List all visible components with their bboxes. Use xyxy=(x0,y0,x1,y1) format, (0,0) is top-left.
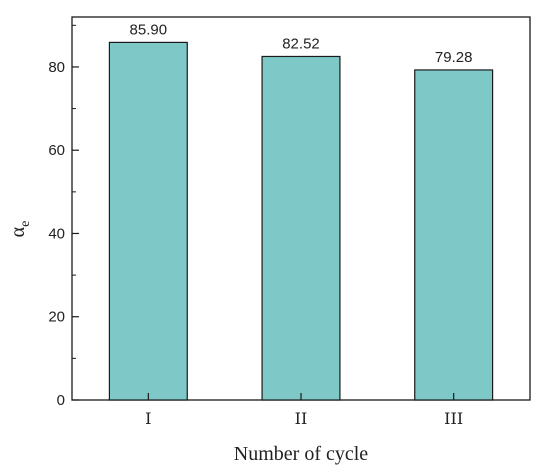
y-tick-label: 0 xyxy=(57,392,65,409)
bar xyxy=(414,69,494,401)
x-axis: I II III xyxy=(145,393,463,428)
bar-value-label: 82.52 xyxy=(282,35,320,52)
y-axis-title-subscript: e xyxy=(18,221,33,227)
x-axis-title: Number of cycle xyxy=(234,443,369,465)
y-axis: 0 20 40 60 80 xyxy=(48,24,79,409)
y-tick-label: 80 xyxy=(48,59,65,76)
y-tick-label: 40 xyxy=(48,225,65,242)
bar-value-label: 79.28 xyxy=(435,49,473,66)
x-tick-label: II xyxy=(295,409,308,428)
x-tick-label: I xyxy=(145,409,151,428)
y-axis-title-main: α xyxy=(7,226,29,237)
bars xyxy=(108,41,494,401)
data-labels: 85.90 82.52 79.28 xyxy=(130,21,473,66)
x-tick-label: III xyxy=(444,409,463,428)
y-tick-label: 20 xyxy=(48,309,65,326)
y-axis-title: αe xyxy=(7,221,33,238)
bar-value-label: 85.90 xyxy=(130,21,168,38)
bar xyxy=(108,41,188,401)
bar xyxy=(261,55,341,401)
y-tick-label: 60 xyxy=(48,142,65,159)
